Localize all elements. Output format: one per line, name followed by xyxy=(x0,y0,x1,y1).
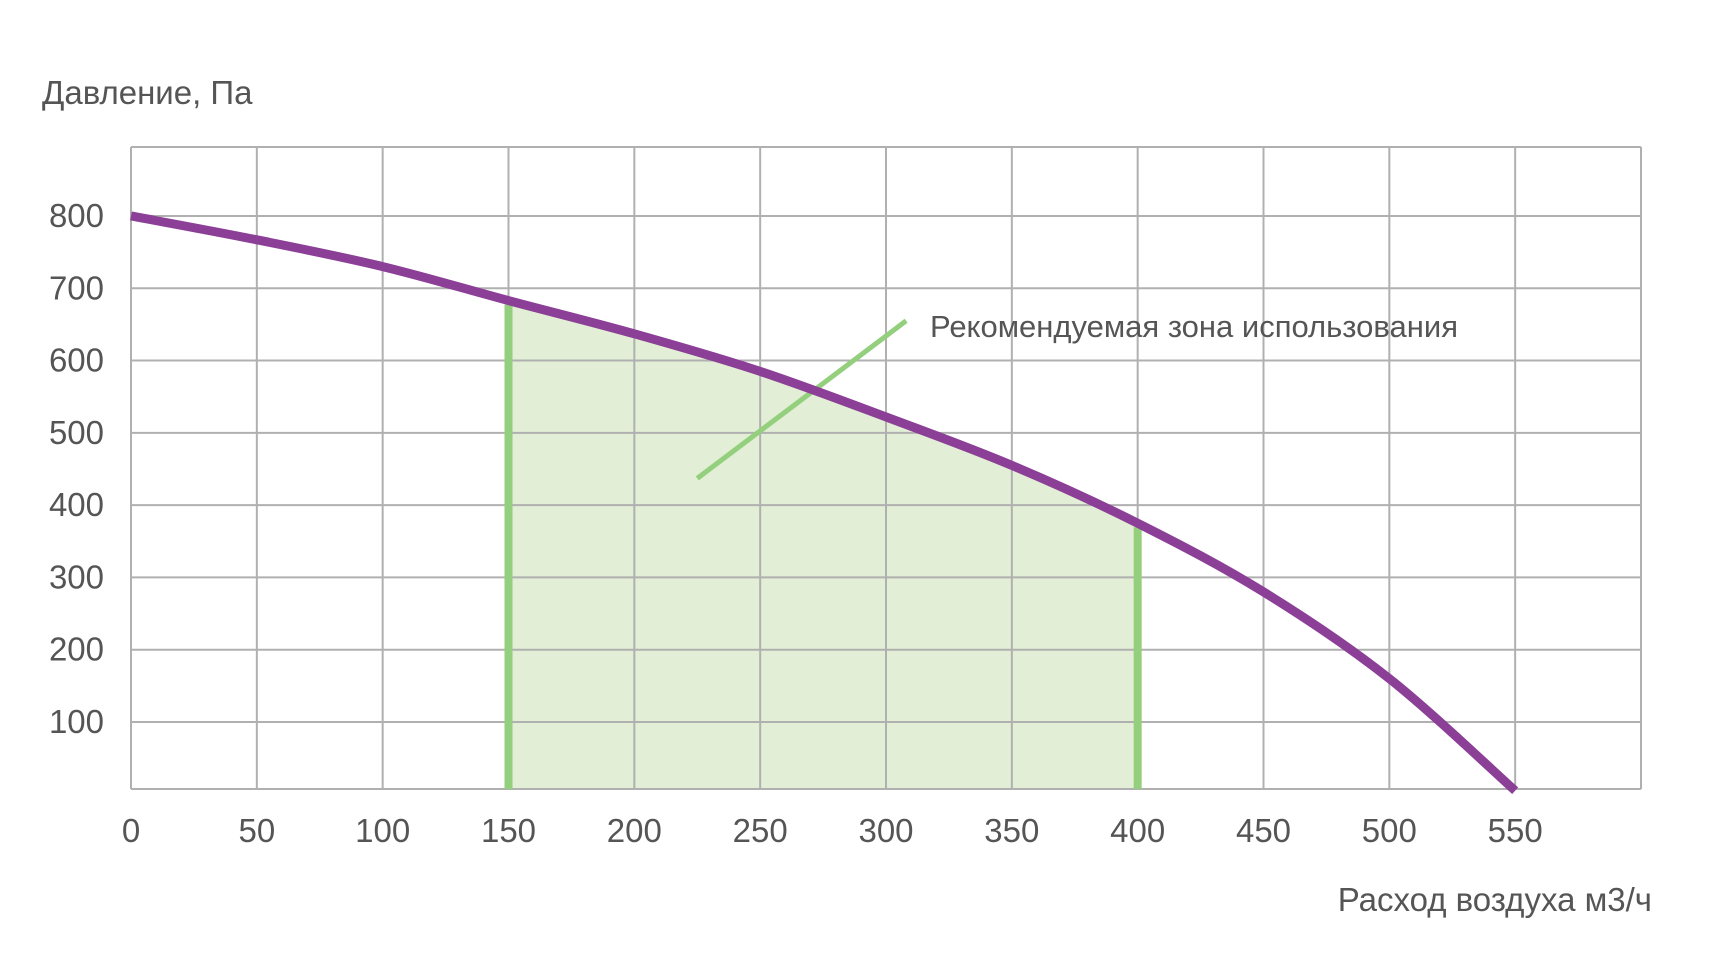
y-tick-label: 500 xyxy=(49,414,104,451)
x-tick-label: 50 xyxy=(238,812,275,849)
x-tick-label: 350 xyxy=(984,812,1039,849)
x-tick-label: 100 xyxy=(355,812,410,849)
x-tick-label: 400 xyxy=(1110,812,1165,849)
x-tick-label: 150 xyxy=(481,812,536,849)
y-tick-label: 100 xyxy=(49,703,104,740)
x-axis-ticks: 0 50 100 150 200 250 300 350 400 450 500 550 xyxy=(122,812,1543,849)
zone-annotation-label: Рекомендуемая зона использования xyxy=(930,309,1458,344)
grid xyxy=(130,146,1642,790)
x-tick-label: 0 xyxy=(122,812,140,849)
recommended-zone xyxy=(508,300,1138,789)
y-axis-label: Давление, Па xyxy=(42,74,253,111)
x-tick-label: 550 xyxy=(1488,812,1543,849)
recommended-zone-edges xyxy=(504,304,1142,789)
x-tick-label: 500 xyxy=(1362,812,1417,849)
x-tick-label: 450 xyxy=(1236,812,1291,849)
y-axis-ticks: 100 200 300 400 500 600 700 800 xyxy=(49,197,104,740)
y-tick-label: 600 xyxy=(49,342,104,379)
y-tick-label: 300 xyxy=(49,558,104,595)
annotation-line xyxy=(695,318,908,481)
fan-curve xyxy=(130,211,1519,795)
zone-fill xyxy=(508,300,1138,789)
y-tick-label: 700 xyxy=(49,269,104,306)
y-tick-label: 200 xyxy=(49,631,104,668)
x-tick-label: 200 xyxy=(607,812,662,849)
annotation-leader-line xyxy=(695,318,908,481)
fan-curve-path xyxy=(130,211,1519,795)
y-tick-label: 400 xyxy=(49,486,104,523)
x-tick-label: 300 xyxy=(858,812,913,849)
x-axis-label: Расход воздуха м3/ч xyxy=(1338,881,1652,918)
y-tick-label: 800 xyxy=(49,197,104,234)
x-tick-label: 250 xyxy=(733,812,788,849)
